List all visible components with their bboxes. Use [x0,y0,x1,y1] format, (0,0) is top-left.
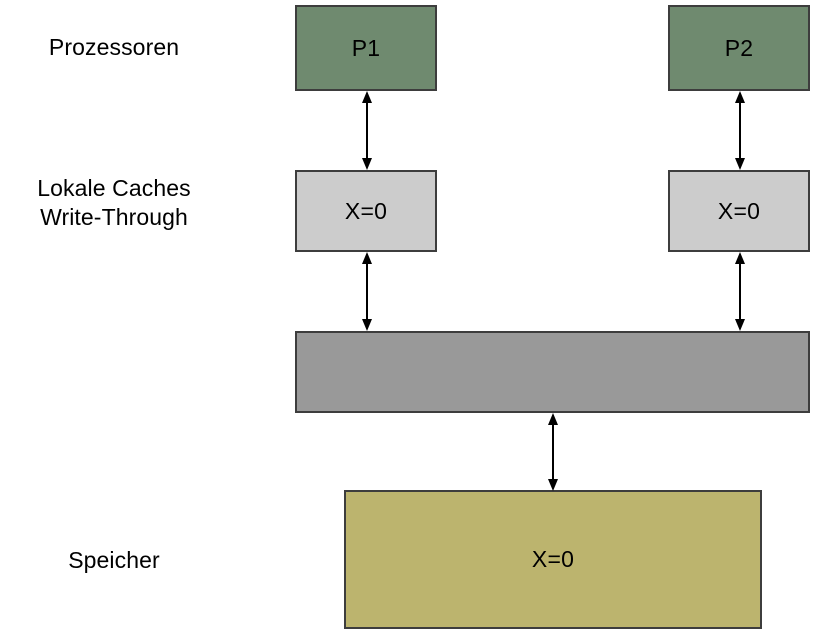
row-label-memory: Speicher [68,547,160,573]
connector-cache2-bus [731,252,749,331]
memory-label: X=0 [531,546,575,572]
connector-p2-cache2 [731,91,749,170]
system-bus[interactable] [295,331,810,413]
connector-p1-cache1 [358,91,376,170]
cache-label-1: X=0 [344,197,388,224]
cache-label-2: X=0 [717,197,761,224]
memory-box[interactable]: X=0 [344,490,762,629]
processor-box-p2[interactable]: P2 [668,5,810,91]
cache-box-1[interactable]: X=0 [295,170,437,252]
connector-bus-memory [544,413,562,491]
connector-cache1-bus [358,252,376,331]
row-label-caches: Lokale Caches Write-Through [37,175,191,230]
processor-label-p2: P2 [724,34,754,61]
row-label-processors: Prozessoren [48,34,180,60]
processor-box-p1[interactable]: P1 [295,5,437,91]
cache-box-2[interactable]: X=0 [668,170,810,252]
processor-label-p1: P1 [351,34,381,61]
